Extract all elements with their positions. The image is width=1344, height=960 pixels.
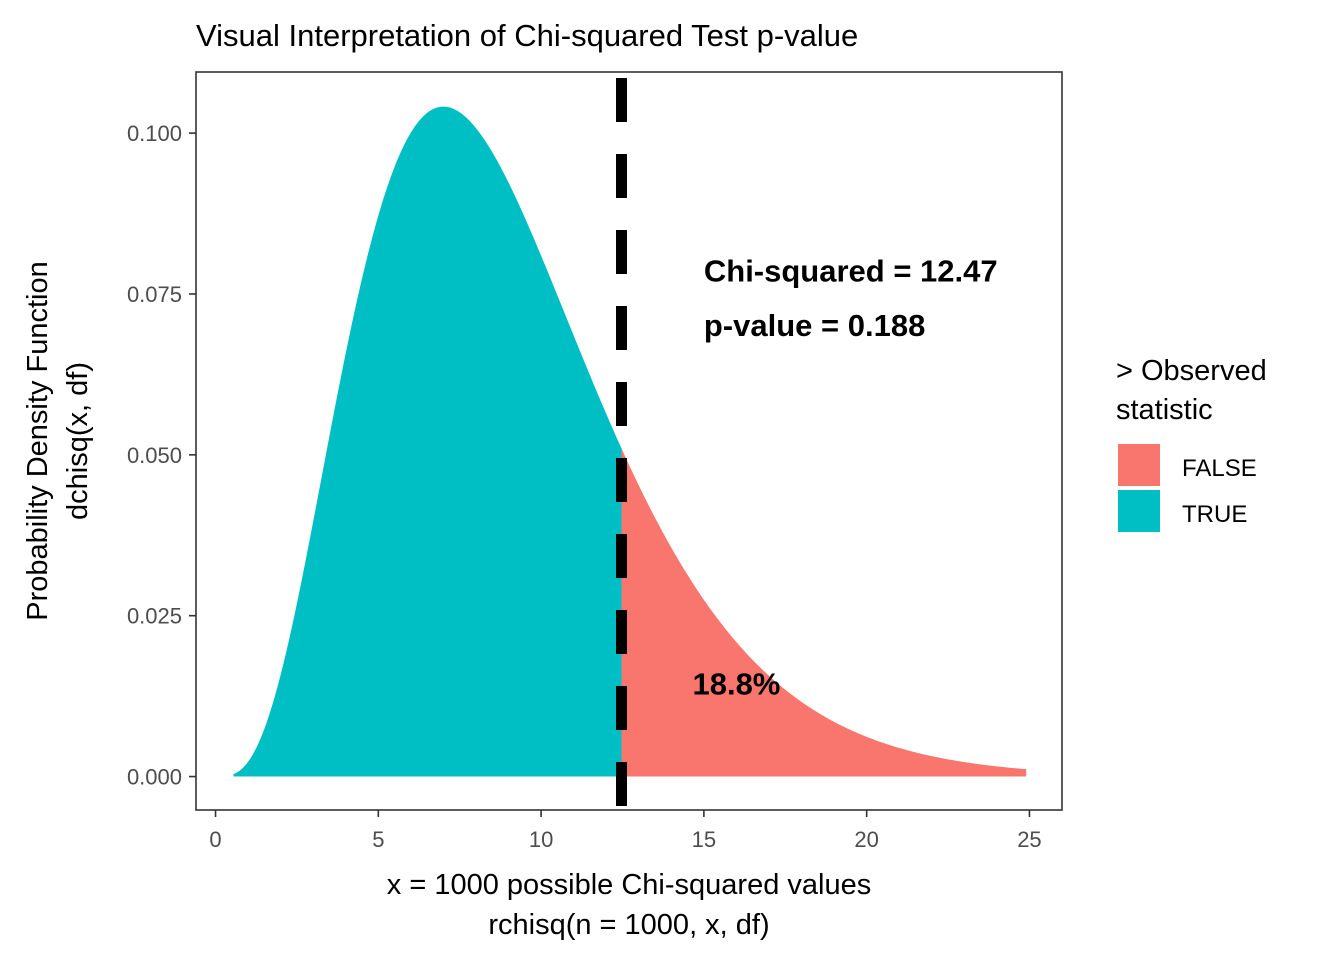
annotation-percent: 18.8% (692, 667, 780, 702)
y-axis: 0.000 0.025 0.050 0.075 0.100 (127, 121, 196, 790)
area-false (621, 448, 1027, 777)
x-axis-title-line1: x = 1000 possible Chi-squared values (387, 869, 871, 901)
x-tick-label: 5 (372, 827, 384, 852)
plot-area (233, 72, 1027, 810)
legend-label-false: FALSE (1182, 455, 1257, 482)
x-axis-title-line2: rchisq(n = 1000, x, df) (488, 909, 769, 941)
annotation-p-value: p-value = 0.188 (704, 308, 925, 343)
chart-title: Visual Interpretation of Chi-squared Tes… (196, 18, 858, 53)
x-tick-label: 15 (692, 827, 716, 852)
y-tick-label: 0.100 (127, 121, 182, 146)
y-tick-label: 0.075 (127, 282, 182, 307)
x-tick-label: 20 (854, 827, 878, 852)
annotation-chi-squared: Chi-squared = 12.47 (704, 253, 998, 288)
y-tick-label: 0.000 (127, 765, 182, 790)
legend-key-true (1118, 490, 1160, 532)
legend-label-true: TRUE (1182, 501, 1247, 528)
legend-title-line1: > Observed (1116, 355, 1267, 387)
y-tick-label: 0.050 (127, 443, 182, 468)
x-tick-label: 25 (1017, 827, 1041, 852)
y-tick-label: 0.025 (127, 604, 182, 629)
area-true (233, 106, 622, 777)
plot-panel-border (195, 71, 1063, 811)
x-tick-label: 10 (529, 827, 553, 852)
legend: > Observed statistic FALSE TRUE (1116, 355, 1267, 532)
y-axis-title-line1: Probability Density Function (22, 261, 54, 620)
x-tick-label: 0 (209, 827, 221, 852)
legend-title-line2: statistic (1116, 394, 1213, 426)
legend-key-false (1118, 444, 1160, 486)
x-axis: 0 5 10 15 20 25 (209, 810, 1042, 852)
y-axis-title-line2: dchisq(x, df) (62, 362, 94, 520)
